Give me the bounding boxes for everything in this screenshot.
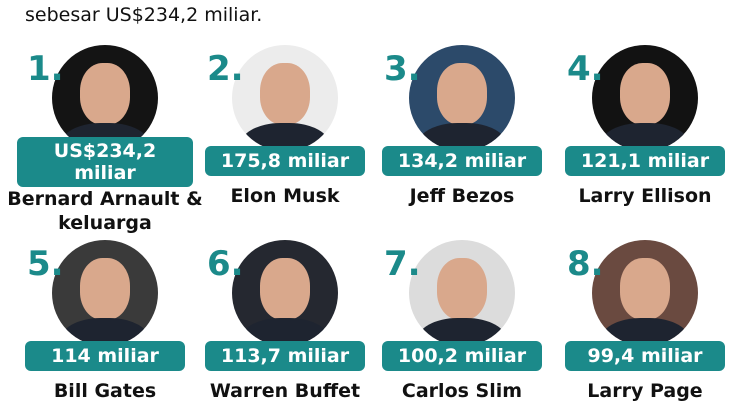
net-worth-badge: 175,8 miliar [205,146,365,176]
person-name: Larry Page [587,380,703,402]
portrait-photo [232,240,338,346]
person-name: Bill Gates [53,380,157,402]
rank-number: 1. [27,49,64,89]
person-name: Jeff Bezos [409,185,515,207]
net-worth-badge: 113,7 miliar [205,341,365,371]
header-text: sebesar US$234,2 miliar. [25,4,263,26]
net-worth-badge: US$234,2 miliar [17,137,193,187]
net-worth-badge: 114 miliar [25,341,185,371]
portrait-photo [52,45,158,151]
person-name: Bernard Arnault & keluarga [7,188,203,234]
net-worth-badge: 100,2 miliar [382,341,542,371]
portrait-photo [232,45,338,151]
person-name: Larry Ellison [578,185,712,207]
person-name: Elon Musk [230,185,340,207]
person-name: Warren Buffet [209,380,361,402]
person-name: Carlos Slim [401,380,523,402]
portrait-photo [592,240,698,346]
rank-number: 6. [207,244,244,284]
rank-number: 5. [27,244,64,284]
rank-number: 3. [384,49,421,89]
net-worth-badge: 134,2 miliar [382,146,542,176]
portrait-photo [409,240,515,346]
portrait-photo [52,240,158,346]
rank-number: 8. [567,244,604,284]
rank-number: 2. [207,49,244,89]
rank-number: 7. [384,244,421,284]
rank-number: 4. [567,49,604,89]
net-worth-badge: 121,1 miliar [565,146,725,176]
portrait-photo [409,45,515,151]
net-worth-badge: 99,4 miliar [565,341,725,371]
portrait-photo [592,45,698,151]
